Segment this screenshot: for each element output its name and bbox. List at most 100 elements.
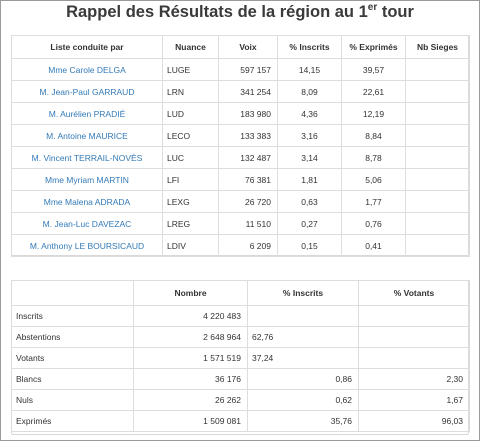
sieges-cell — [405, 102, 470, 125]
voix-cell: 133 383 — [218, 124, 278, 147]
inscrits-cell: 8,09 — [277, 80, 342, 103]
nombre-cell: 1 571 519 — [133, 347, 248, 369]
voix-cell: 132 487 — [218, 146, 278, 169]
votants-cell — [358, 305, 470, 327]
exprimes-cell: 39,57 — [341, 58, 406, 81]
col-header-nuance: Nuance — [162, 35, 219, 59]
inscrits-cell: 3,16 — [277, 124, 342, 147]
candidate-link[interactable]: M. Aurélien PRADIÉ — [11, 102, 163, 125]
table-row: M. Jean-Paul GARRAUD LRN 341 254 8,09 22… — [11, 80, 470, 103]
sieges-cell — [405, 80, 470, 103]
exprimes-cell: 22,61 — [341, 80, 406, 103]
summary-table: Nombre % Inscrits % Votants Inscrits 4 2… — [11, 280, 470, 432]
voix-cell: 11 510 — [218, 212, 278, 235]
nuance-cell: LREG — [162, 212, 219, 235]
exprimes-cell: 8,78 — [341, 146, 406, 169]
inscrits-cell: 0,27 — [277, 212, 342, 235]
sieges-cell — [405, 58, 470, 81]
inscrits-cell: 35,76 — [247, 410, 359, 432]
table-row: Mme Malena ADRADA LEXG 26 720 0,63 1,77 — [11, 190, 470, 213]
inscrits-cell: 4,36 — [277, 102, 342, 125]
results-header-row: Liste conduite par Nuance Voix % Inscrit… — [11, 35, 470, 59]
table-row: M. Aurélien PRADIÉ LUD 183 980 4,36 12,1… — [11, 102, 470, 125]
voix-cell: 26 720 — [218, 190, 278, 213]
summary-row: Votants 1 571 519 37,24 — [11, 347, 470, 369]
voix-cell: 597 157 — [218, 58, 278, 81]
summary-row: Abstentions 2 648 964 62,76 — [11, 326, 470, 348]
inscrits-cell: 1,81 — [277, 168, 342, 191]
exprimes-cell: 1,77 — [341, 190, 406, 213]
summary-label: Inscrits — [11, 305, 134, 327]
summary-row: Exprimés 1 509 081 35,76 96,03 — [11, 410, 470, 432]
nuance-cell: LUD — [162, 102, 219, 125]
results-table: Liste conduite par Nuance Voix % Inscrit… — [11, 35, 470, 257]
inscrits-cell: 3,14 — [277, 146, 342, 169]
nuance-cell: LEXG — [162, 190, 219, 213]
col-header-inscrits: % Inscrits — [247, 280, 359, 306]
nombre-cell: 1 509 081 — [133, 410, 248, 432]
exprimes-cell: 12,19 — [341, 102, 406, 125]
exprimes-cell: 8,84 — [341, 124, 406, 147]
inscrits-cell — [247, 305, 359, 327]
inscrits-cell: 37,24 — [247, 347, 359, 369]
col-header-inscrits: % Inscrits — [277, 35, 342, 59]
sieges-cell — [405, 168, 470, 191]
exprimes-cell: 0,41 — [341, 234, 406, 257]
nuance-cell: LDIV — [162, 234, 219, 257]
candidate-link[interactable]: Mme Myriam MARTIN — [11, 168, 163, 191]
sieges-cell — [405, 234, 470, 257]
votants-cell: 1,67 — [358, 389, 470, 411]
exprimes-cell: 5,06 — [341, 168, 406, 191]
candidate-link[interactable]: M. Vincent TERRAIL-NOVÈS — [11, 146, 163, 169]
nuance-cell: LUGE — [162, 58, 219, 81]
nuance-cell: LUC — [162, 146, 219, 169]
inscrits-cell: 0,15 — [277, 234, 342, 257]
candidate-link[interactable]: M. Anthony LE BOURSICAUD — [11, 234, 163, 257]
col-header-voix: Voix — [218, 35, 278, 59]
candidate-link[interactable]: Mme Carole DELGA — [11, 58, 163, 81]
candidate-link[interactable]: M. Jean-Paul GARRAUD — [11, 80, 163, 103]
col-header-empty — [11, 280, 134, 306]
candidate-link[interactable]: Mme Malena ADRADA — [11, 190, 163, 213]
candidate-link[interactable]: M. Jean-Luc DAVEZAC — [11, 212, 163, 235]
voix-cell: 6 209 — [218, 234, 278, 257]
summary-row: Nuls 26 262 0,62 1,67 — [11, 389, 470, 411]
table-row: Mme Carole DELGA LUGE 597 157 14,15 39,5… — [11, 58, 470, 81]
summary-label: Votants — [11, 347, 134, 369]
col-header-votants: % Votants — [358, 280, 470, 306]
inscrits-cell: 14,15 — [277, 58, 342, 81]
inscrits-cell: 0,63 — [277, 190, 342, 213]
col-header-exprimes: % Exprimés — [341, 35, 406, 59]
voix-cell: 341 254 — [218, 80, 278, 103]
summary-label: Blancs — [11, 368, 134, 390]
nombre-cell: 4 220 483 — [133, 305, 248, 327]
col-header-liste: Liste conduite par — [11, 35, 163, 59]
sieges-cell — [405, 212, 470, 235]
voix-cell: 76 381 — [218, 168, 278, 191]
sieges-cell — [405, 146, 470, 169]
col-header-sieges: Nb Sieges — [405, 35, 470, 59]
nombre-cell: 2 648 964 — [133, 326, 248, 348]
inscrits-cell: 62,76 — [247, 326, 359, 348]
voix-cell: 183 980 — [218, 102, 278, 125]
nuance-cell: LECO — [162, 124, 219, 147]
nombre-cell: 26 262 — [133, 389, 248, 411]
exprimes-cell: 0,76 — [341, 212, 406, 235]
summary-label: Abstentions — [11, 326, 134, 348]
table-row: M. Antoine MAURICE LECO 133 383 3,16 8,8… — [11, 124, 470, 147]
summary-label: Exprimés — [11, 410, 134, 432]
table-row: M. Anthony LE BOURSICAUD LDIV 6 209 0,15… — [11, 234, 470, 257]
sieges-cell — [405, 190, 470, 213]
summary-row: Inscrits 4 220 483 — [11, 305, 470, 327]
summary-header-row: Nombre % Inscrits % Votants — [11, 280, 470, 306]
col-header-nombre: Nombre — [133, 280, 248, 306]
votants-cell — [358, 326, 470, 348]
nuance-cell: LRN — [162, 80, 219, 103]
inscrits-cell: 0,86 — [247, 368, 359, 390]
votants-cell — [358, 347, 470, 369]
nombre-cell: 36 176 — [133, 368, 248, 390]
summary-label: Nuls — [11, 389, 134, 411]
table-row: Mme Myriam MARTIN LFI 76 381 1,81 5,06 — [11, 168, 470, 191]
candidate-link[interactable]: M. Antoine MAURICE — [11, 124, 163, 147]
table-row: M. Vincent TERRAIL-NOVÈS LUC 132 487 3,1… — [11, 146, 470, 169]
